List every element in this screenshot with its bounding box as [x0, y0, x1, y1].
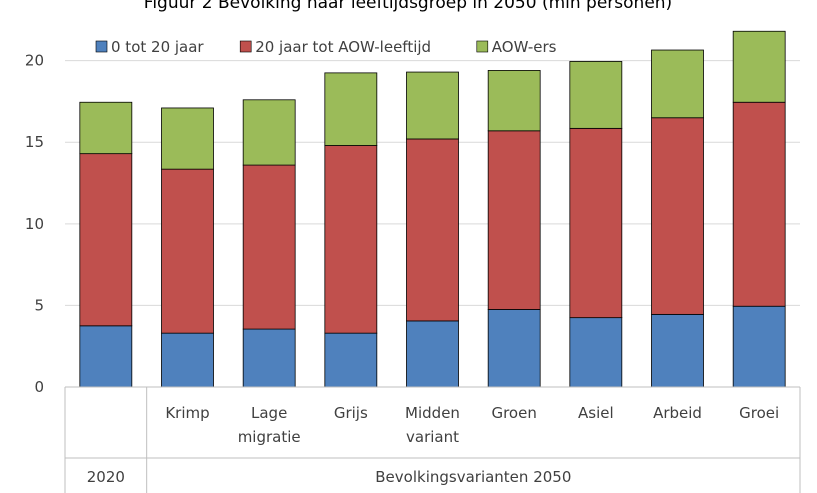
bar-segment — [242, 164, 296, 330]
bar-segment — [242, 328, 296, 388]
legend: 0 tot 20 jaar 20 jaar tot AOW-leeftijd AOW… — [95, 38, 557, 56]
legend-label: 20 jaar tot AOW-leeftijd — [255, 38, 431, 56]
legend-swatch — [239, 40, 252, 53]
y-tick-label: 20 — [25, 52, 44, 70]
bar-segment — [161, 107, 214, 170]
bars — [79, 30, 786, 388]
bar-segment — [406, 320, 459, 388]
y-tick-label: 10 — [25, 215, 44, 233]
bar-segment — [651, 117, 704, 315]
x-tick-label: Groen — [491, 404, 536, 422]
bar-segment — [569, 127, 623, 319]
legend-label: AOW-ers — [492, 38, 557, 56]
x-tick-label: Groei — [739, 404, 779, 422]
bar-segment — [406, 71, 459, 140]
bar-segment — [651, 49, 704, 119]
x-tick-label: Krimp — [165, 404, 209, 422]
legend-label: 0 tot 20 jaar — [111, 38, 204, 56]
legend-swatch — [476, 40, 489, 53]
bar-segment — [161, 332, 214, 388]
bar-segment — [651, 313, 704, 388]
x-tick-label: Grijs — [334, 404, 368, 422]
bar-segment — [324, 72, 378, 146]
bar-segment — [79, 325, 133, 388]
y-tick-label: 0 — [34, 378, 44, 396]
x-tick-label: variant — [406, 428, 459, 446]
x-group-label: Bevolkingsvarianten 2050 — [375, 468, 571, 486]
x-tick-label: Asiel — [578, 404, 614, 422]
bar-segment — [487, 70, 541, 132]
bar-segment — [732, 305, 786, 388]
bar-segment — [732, 30, 786, 103]
x-axis: Krimp Lage migratie Grijs Midden variant Groen… — [64, 386, 801, 493]
x-tick-label: Lage — [251, 404, 287, 422]
bar-segment — [79, 101, 133, 155]
y-tick-label: 5 — [34, 296, 44, 314]
x-tick-label: Midden — [405, 404, 460, 422]
x-group-label: 2020 — [87, 468, 125, 486]
bar-segment — [324, 332, 378, 388]
y-tick-label: 15 — [25, 133, 44, 151]
y-axis: 0 5 10 15 20 — [25, 52, 44, 396]
bar-segment — [487, 130, 541, 310]
bar-segment — [732, 101, 786, 307]
bar-segment — [79, 153, 133, 327]
bar-segment — [161, 168, 214, 334]
chart-title: Figuur 2 Bevolking naar leeftijdsgroep i… — [144, 0, 672, 13]
bar-segment — [406, 138, 459, 322]
legend-swatch — [95, 40, 108, 53]
bar-segment — [569, 61, 623, 129]
x-tick-label: Arbeid — [653, 404, 702, 422]
bar-segment — [487, 309, 541, 388]
bar-segment — [569, 317, 623, 388]
bar-segment — [242, 99, 296, 166]
x-tick-label: migratie — [238, 428, 301, 446]
bar-segment — [324, 145, 378, 334]
